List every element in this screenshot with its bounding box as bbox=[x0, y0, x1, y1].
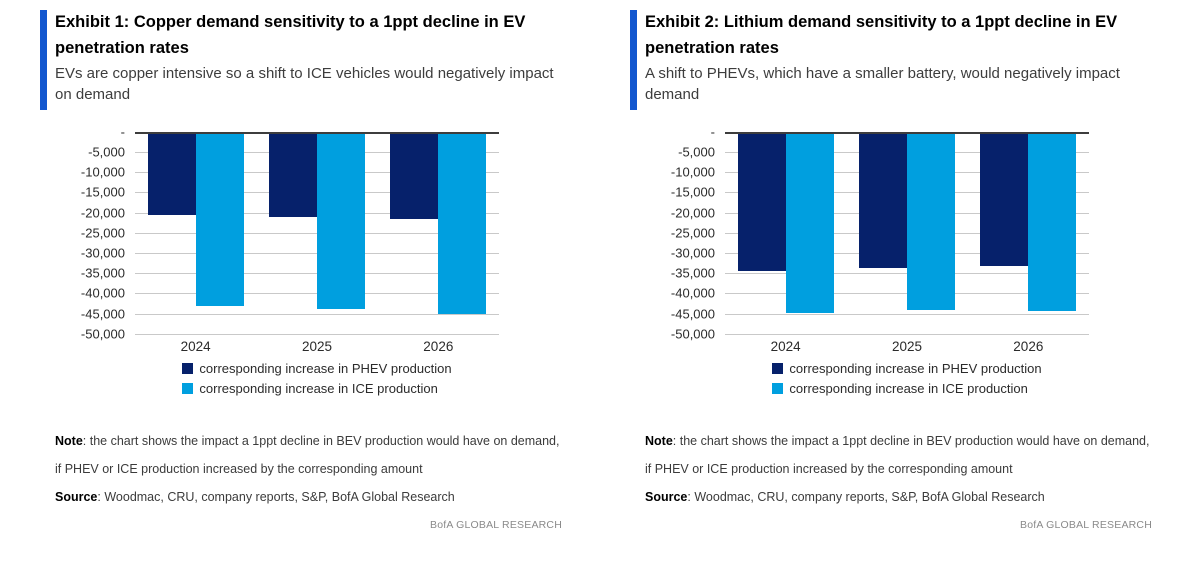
zero-axis-line bbox=[135, 131, 499, 134]
legend-label: corresponding increase in PHEV productio… bbox=[789, 360, 1042, 376]
y-axis: - -5,000 -10,000 -15,000 -20,000 -25,000 -30,0… bbox=[645, 124, 725, 341]
exhibit-1-subtitle: EVs are copper intensive so a shift to I… bbox=[55, 65, 554, 104]
y-tick-label: -30,000 bbox=[670, 245, 715, 261]
chart-legend: corresponding increase in PHEV productio… bbox=[725, 361, 1089, 401]
exhibit-1-title: Exhibit 1: Copper demand sensitivity to … bbox=[55, 13, 526, 57]
bofa-footer: BofA GLOBAL RESEARCH bbox=[430, 518, 562, 531]
x-axis-label: 2025 bbox=[891, 339, 923, 355]
note-text: Note: the chart shows the impact a 1ppt … bbox=[645, 433, 1150, 476]
legend-swatch bbox=[182, 362, 194, 374]
legend-label: corresponding increase in PHEV productio… bbox=[199, 360, 452, 376]
y-tick-label: -45,000 bbox=[80, 306, 125, 322]
y-tick-label: -40,000 bbox=[670, 285, 715, 301]
legend-swatch bbox=[182, 382, 194, 394]
exhibit-1-panel: Exhibit 1: Copper demand sensitivity to … bbox=[40, 8, 562, 531]
bar bbox=[859, 131, 907, 268]
legend-item: corresponding increase in ICE production bbox=[182, 381, 451, 396]
bar bbox=[737, 131, 786, 272]
gridline bbox=[135, 333, 499, 335]
legend-swatch bbox=[772, 382, 784, 394]
y-axis: - -5,000 -10,000 -15,000 -20,000 -25,000 -30,0… bbox=[55, 124, 135, 341]
y-tick-label: -20,000 bbox=[80, 205, 125, 221]
lithium-bar-chart: - -5,000 -10,000 -15,000 -20,000 -25,000 -30,0… bbox=[645, 124, 1152, 401]
legend-item: corresponding increase in PHEV productio… bbox=[182, 360, 452, 376]
copper-bar-chart: - -5,000 -10,000 -15,000 -20,000 -25,000 -30,0… bbox=[55, 124, 562, 401]
bar bbox=[980, 131, 1029, 266]
x-axis-label: 2024 bbox=[180, 339, 211, 355]
y-tick-label: -5,000 bbox=[678, 144, 715, 160]
y-tick-label: -40,000 bbox=[80, 285, 125, 301]
notes-block: Note: the chart shows the impact a 1ppt … bbox=[55, 427, 562, 511]
page: Exhibit 1: Copper demand sensitivity to … bbox=[40, 8, 1152, 531]
x-axis-label: 2024 bbox=[770, 339, 801, 355]
x-axis: 2024 2025 2026 bbox=[725, 334, 1089, 360]
gridline bbox=[135, 313, 499, 315]
bar bbox=[785, 131, 834, 313]
exhibit-2-panel: Exhibit 2: Lithium demand sensitivity to… bbox=[630, 8, 1152, 531]
y-tick-label: -15,000 bbox=[670, 184, 715, 200]
bar bbox=[147, 131, 196, 215]
bar bbox=[390, 131, 439, 219]
y-tick-label: - bbox=[710, 124, 715, 140]
y-tick-label: -35,000 bbox=[670, 265, 715, 281]
notes-block: Note: the chart shows the impact a 1ppt … bbox=[645, 427, 1152, 511]
legend-swatch bbox=[772, 362, 784, 374]
y-tick-label: -25,000 bbox=[670, 225, 715, 241]
chart-legend: corresponding increase in PHEV productio… bbox=[135, 361, 499, 401]
legend-item: corresponding increase in PHEV productio… bbox=[772, 360, 1042, 376]
bar bbox=[438, 131, 487, 314]
legend-label: corresponding increase in ICE production bbox=[199, 380, 438, 396]
x-axis-label: 2026 bbox=[1013, 339, 1044, 355]
plot-area bbox=[135, 131, 499, 335]
y-tick-label: -10,000 bbox=[80, 164, 125, 180]
y-tick-label: -45,000 bbox=[670, 306, 715, 322]
exhibit-2-subtitle: A shift to PHEVs, which have a smaller b… bbox=[645, 65, 1120, 104]
y-tick-label: - bbox=[120, 124, 125, 140]
note-text: Note: the chart shows the impact a 1ppt … bbox=[55, 433, 560, 476]
x-axis-label: 2025 bbox=[301, 339, 333, 355]
y-tick-label: -5,000 bbox=[88, 144, 125, 160]
legend-label: corresponding increase in ICE production bbox=[789, 380, 1028, 396]
y-tick-label: -15,000 bbox=[80, 184, 125, 200]
bofa-footer: BofA GLOBAL RESEARCH bbox=[1020, 518, 1152, 531]
bar bbox=[317, 131, 365, 310]
x-axis: 2024 2025 2026 bbox=[135, 334, 499, 360]
y-tick-label: -10,000 bbox=[670, 164, 715, 180]
x-axis-label: 2026 bbox=[423, 339, 454, 355]
accent-bar bbox=[630, 10, 637, 110]
y-tick-label: -50,000 bbox=[80, 326, 125, 342]
exhibit-2-title: Exhibit 2: Lithium demand sensitivity to… bbox=[645, 13, 1118, 57]
y-tick-label: -50,000 bbox=[670, 326, 715, 342]
source-text: Source: Woodmac, CRU, company reports, S… bbox=[55, 489, 455, 504]
y-tick-label: -20,000 bbox=[670, 205, 715, 221]
accent-bar bbox=[40, 10, 47, 110]
y-tick-label: -35,000 bbox=[80, 265, 125, 281]
bar bbox=[1028, 131, 1077, 312]
gridline bbox=[725, 333, 1089, 335]
y-tick-label: -30,000 bbox=[80, 245, 125, 261]
bar bbox=[907, 131, 955, 311]
bar bbox=[195, 131, 244, 306]
gridline bbox=[725, 313, 1089, 315]
y-tick-label: -25,000 bbox=[80, 225, 125, 241]
plot-area bbox=[725, 131, 1089, 335]
source-text: Source: Woodmac, CRU, company reports, S… bbox=[645, 489, 1045, 504]
legend-item: corresponding increase in ICE production bbox=[772, 381, 1041, 396]
zero-axis-line bbox=[725, 131, 1089, 134]
bar bbox=[269, 131, 317, 217]
